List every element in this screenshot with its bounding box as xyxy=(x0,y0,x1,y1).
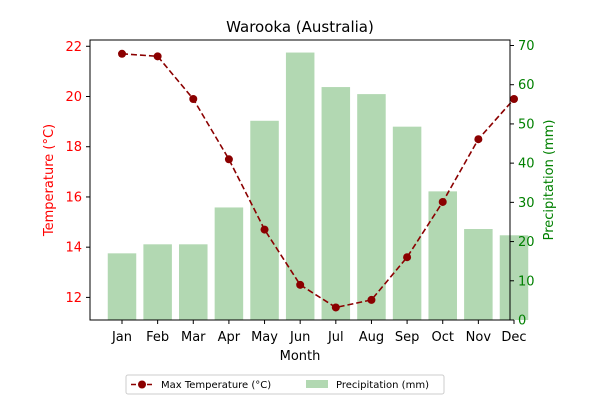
legend-marker-swatch xyxy=(138,380,146,389)
left-tick-label: 12 xyxy=(65,291,82,306)
precipitation-bar-mar xyxy=(179,244,208,320)
precipitation-bar-may xyxy=(250,120,279,320)
temperature-point-dec xyxy=(510,95,518,104)
legend: Max Temperature (°C) Precipitation (mm) xyxy=(125,374,445,395)
left-axis: 12 14 16 18 20 22 xyxy=(65,40,90,306)
x-tick-label: Jul xyxy=(327,330,344,345)
x-tick-label: Jun xyxy=(289,330,310,345)
precipitation-bar-nov xyxy=(464,229,493,320)
temperature-point-may xyxy=(260,225,269,234)
right-axis-label: Precipitation (mm) xyxy=(542,120,557,241)
right-tick-label: 70 xyxy=(518,39,535,54)
temperature-line xyxy=(118,49,518,312)
temperature-point-jul xyxy=(331,303,340,312)
x-tick-label: Jan xyxy=(111,330,132,345)
temperature-point-apr xyxy=(224,155,233,164)
right-axis: 0 10 20 30 40 50 60 70 xyxy=(510,39,535,329)
x-axis: Jan Feb Mar Apr May Jun Jul Aug Sep Oct Nov Dec xyxy=(111,320,527,345)
x-tick-label: Apr xyxy=(218,330,241,345)
x-tick-label: Feb xyxy=(146,330,169,345)
x-tick-label: Oct xyxy=(431,330,453,345)
temperature-line-path xyxy=(121,53,515,309)
precipitation-bars xyxy=(107,52,529,321)
x-tick-label: Mar xyxy=(181,330,206,345)
legend-label-precipitation: Precipitation (mm) xyxy=(336,380,429,391)
left-axis-label: Temperature (°C) xyxy=(42,124,57,237)
legend-label-temperature: Max Temperature (°C) xyxy=(161,380,271,391)
right-tick-label: 40 xyxy=(518,157,535,172)
legend-bar-swatch xyxy=(306,380,328,388)
precipitation-bar-jun xyxy=(285,52,315,321)
temperature-point-sep xyxy=(403,253,412,262)
temperature-point-aug xyxy=(367,295,376,304)
precipitation-bar-apr xyxy=(214,207,244,320)
left-tick-label: 20 xyxy=(65,90,82,105)
precipitation-bar-feb xyxy=(143,244,172,320)
right-tick-label: 20 xyxy=(518,235,535,250)
temperature-point-jan xyxy=(118,49,126,58)
temperature-point-mar xyxy=(189,95,198,104)
x-tick-label: May xyxy=(251,330,278,345)
right-tick-label: 10 xyxy=(518,274,535,289)
x-tick-label: Aug xyxy=(359,330,384,345)
right-tick-label: 60 xyxy=(518,78,535,93)
precipitation-bar-aug xyxy=(357,94,386,320)
x-axis-label: Month xyxy=(280,349,321,364)
left-tick-label: 16 xyxy=(65,190,82,205)
right-tick-label: 0 xyxy=(518,314,526,329)
temperature-point-nov xyxy=(474,135,483,144)
right-tick-label: 30 xyxy=(518,196,535,211)
chart-title: Warooka (Australia) xyxy=(226,18,374,36)
precipitation-bar-dec xyxy=(499,235,529,320)
temperature-point-oct xyxy=(438,197,447,206)
precipitation-bar-sep xyxy=(392,126,422,321)
left-tick-label: 14 xyxy=(65,241,82,256)
x-tick-label: Dec xyxy=(501,330,526,345)
temperature-point-feb xyxy=(153,52,162,61)
temperature-point-jun xyxy=(296,280,305,289)
x-tick-label: Sep xyxy=(395,330,420,345)
left-tick-label: 18 xyxy=(65,140,82,155)
precipitation-bar-jan xyxy=(107,253,137,320)
precipitation-bar-jul xyxy=(321,87,351,320)
precipitation-bar-oct xyxy=(428,191,457,320)
left-tick-label: 22 xyxy=(65,40,82,55)
legend-frame xyxy=(125,374,445,395)
x-tick-label: Nov xyxy=(466,330,492,345)
right-tick-label: 50 xyxy=(518,117,535,132)
